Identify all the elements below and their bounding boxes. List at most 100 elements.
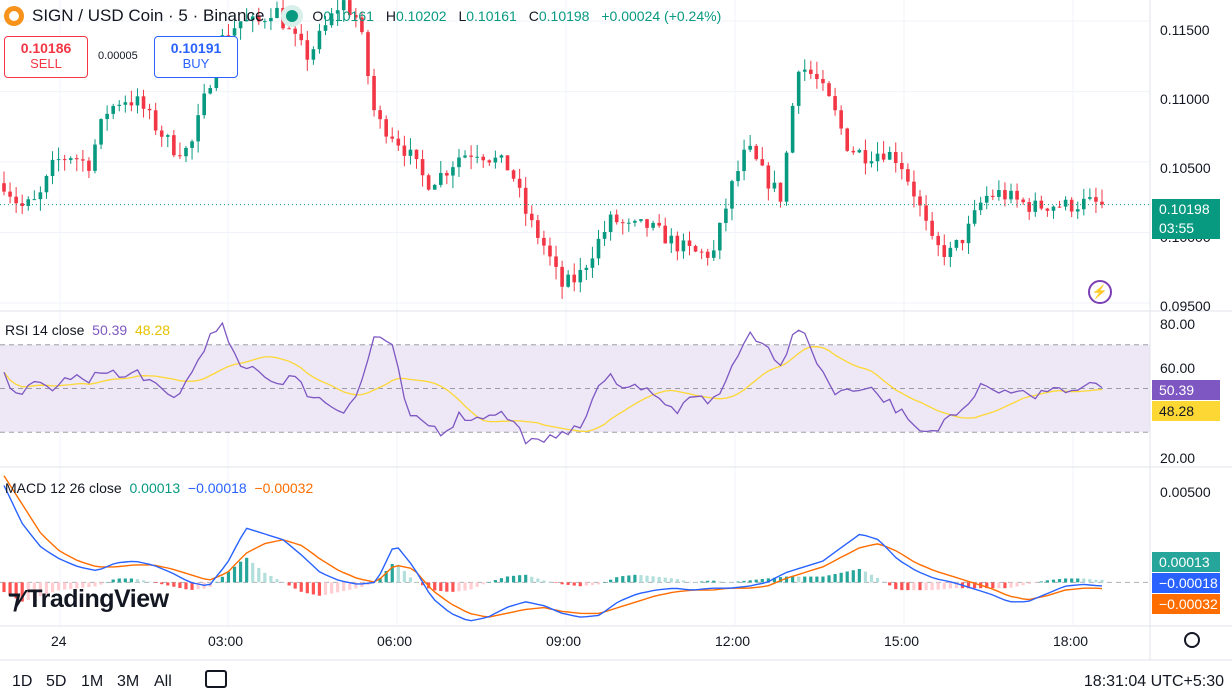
- candle-body: [341, 0, 346, 11]
- candle-body: [159, 130, 164, 137]
- candle-body: [329, 13, 334, 26]
- candle-body: [542, 237, 546, 246]
- macd-legend[interactable]: MACD 12 26 close 0.00013 −0.00018 −0.000…: [5, 480, 313, 496]
- candle-body: [1051, 206, 1056, 211]
- candle-body: [244, 19, 249, 22]
- sell-label: SELL: [30, 56, 62, 71]
- candle-body: [1033, 200, 1038, 212]
- candle-body: [481, 156, 486, 161]
- macd-hist-bar: [226, 571, 231, 583]
- calendar-icon[interactable]: [205, 670, 227, 688]
- candle-body: [657, 222, 661, 226]
- tradingview-mark-icon: ⁊⁄: [8, 584, 23, 614]
- candle-body: [711, 250, 716, 258]
- candle-body: [26, 199, 31, 206]
- candle-body: [1100, 201, 1104, 205]
- candle-body: [360, 17, 364, 33]
- macd-hist-bar: [809, 576, 813, 583]
- candle-body: [44, 176, 49, 193]
- macd-hist-bar: [26, 582, 30, 600]
- candle-body: [384, 119, 388, 137]
- candle-body: [778, 182, 783, 202]
- rsi-legend[interactable]: RSI 14 close 50.39 48.28: [5, 322, 170, 338]
- macd-hist-bar: [445, 582, 449, 592]
- macd-hist-bar: [875, 577, 880, 583]
- macd-hist-bar: [1094, 579, 1098, 583]
- macd-hist-bar: [760, 578, 764, 583]
- macd-hist-bar: [894, 582, 898, 590]
- candle-body: [517, 178, 522, 188]
- range-all[interactable]: All: [154, 673, 172, 690]
- sell-button[interactable]: 0.10186 SELL: [4, 36, 88, 78]
- sell-price: 0.10186: [20, 40, 72, 56]
- macd-hist-bar: [433, 582, 437, 591]
- macd-hist-bar: [560, 582, 564, 585]
- macd-hist-bar: [378, 577, 382, 583]
- candle-body: [966, 223, 971, 244]
- symbol-title[interactable]: SIGN / USD Coin · 5 · Binance: [32, 6, 265, 25]
- macd-hist-bar: [360, 582, 364, 587]
- settings-icon[interactable]: [1184, 632, 1200, 648]
- candle-body: [893, 152, 898, 163]
- macd-hist-bar: [863, 571, 868, 583]
- macd-tick: 0.00500: [1160, 484, 1211, 500]
- candle-body: [1094, 197, 1098, 202]
- macd-hist-bar: [2, 582, 6, 593]
- range-3m[interactable]: 3M: [117, 673, 140, 690]
- macd-hist-bar: [439, 582, 443, 592]
- macd-hist-bar: [1033, 582, 1037, 583]
- macd-hist-bar: [548, 581, 552, 583]
- macd-hist-bar: [663, 577, 667, 583]
- tradingview-logo[interactable]: ⁊⁄ TradingView: [8, 584, 169, 615]
- candle-body: [942, 245, 947, 257]
- macd-hist-bar: [985, 582, 989, 589]
- candle-body: [924, 205, 928, 221]
- macd-hist-bar: [220, 576, 224, 583]
- candle-body: [390, 136, 395, 139]
- macd-hist-bar: [869, 574, 874, 583]
- candle-body: [1015, 190, 1019, 200]
- flash-icon[interactable]: ⚡: [1088, 280, 1112, 304]
- candle-body: [293, 28, 297, 34]
- candle-body: [335, 10, 340, 14]
- time-tick: 03:00: [208, 633, 244, 649]
- candle-body: [135, 96, 140, 106]
- candle-body: [833, 96, 837, 111]
- candle-body: [299, 33, 304, 41]
- candle-body: [821, 79, 825, 84]
- candle-body: [147, 108, 152, 111]
- macd-hist-bar: [882, 581, 886, 583]
- range-5d[interactable]: 5D: [46, 673, 67, 690]
- buy-button[interactable]: 0.10191 BUY: [154, 36, 238, 78]
- macd-hist-bar: [232, 566, 237, 583]
- macd-hist-bar: [627, 575, 631, 583]
- macd-hist-bar: [803, 576, 807, 583]
- candle-body: [930, 220, 934, 236]
- macd-hist-bar: [524, 574, 528, 583]
- candle-body: [875, 153, 880, 162]
- candle-body: [906, 169, 910, 182]
- candle-body: [1045, 208, 1050, 211]
- macd-hist-bar: [190, 582, 194, 590]
- clock[interactable]: 18:31:04 UTC+5:30: [1083, 673, 1224, 690]
- candle-body: [129, 102, 134, 106]
- candle-body: [366, 32, 370, 76]
- candle-body: [718, 222, 722, 251]
- range-1m[interactable]: 1M: [81, 673, 104, 690]
- macd-hist-bar: [172, 582, 176, 587]
- market-status-icon[interactable]: [286, 10, 299, 22]
- candle-body: [578, 269, 583, 283]
- range-1d[interactable]: 1D: [12, 673, 33, 690]
- macd-hist-bar: [827, 575, 831, 583]
- candle-body: [584, 267, 589, 270]
- candle-body: [669, 235, 674, 244]
- macd-hist-bar: [639, 575, 643, 583]
- candle-body: [554, 256, 558, 267]
- macd-hist-bar: [20, 582, 24, 602]
- candle-body: [827, 83, 831, 97]
- macd-hist-bar: [815, 576, 819, 583]
- time-tick: 06:00: [377, 633, 413, 649]
- candle-body: [378, 110, 382, 120]
- candle-body: [1027, 202, 1032, 212]
